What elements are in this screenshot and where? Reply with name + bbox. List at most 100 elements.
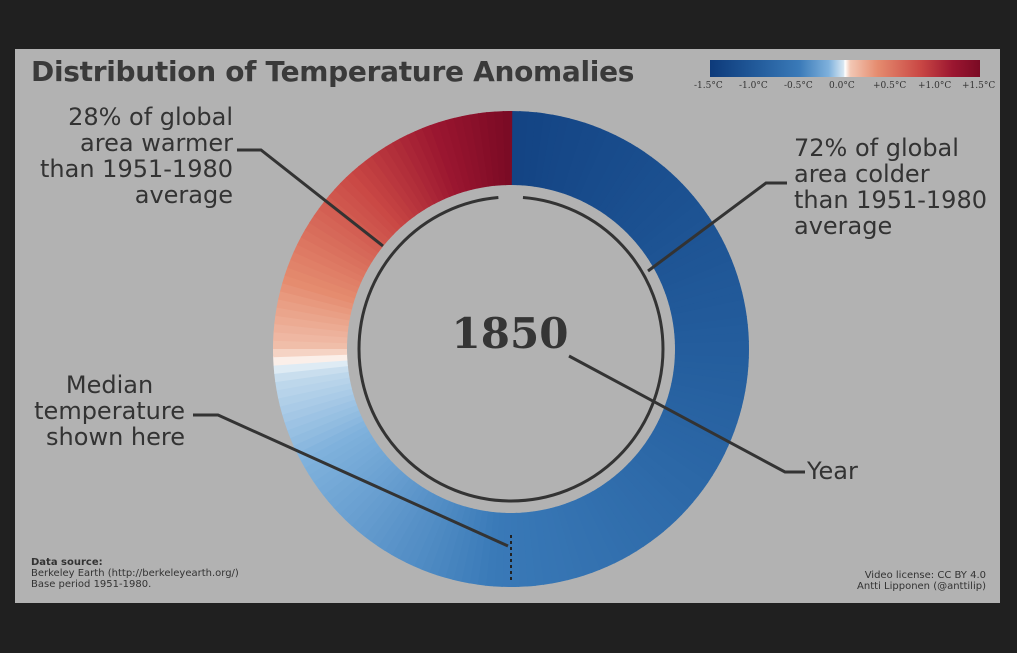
ring-segment [509, 512, 520, 587]
ring-segment [674, 360, 749, 376]
ring-segment [632, 189, 695, 245]
ring-segment [273, 353, 348, 366]
ring-segment [290, 251, 362, 288]
ring-segment [277, 382, 352, 407]
ring-segment [453, 115, 478, 190]
ring-segment [587, 138, 632, 208]
ring-segment [655, 420, 725, 462]
legend-tick-label: -0.5°C [784, 81, 813, 91]
ring-segment [672, 307, 747, 328]
ring-segment [392, 138, 435, 207]
ring-segment [429, 122, 462, 195]
ring-segment [628, 183, 689, 240]
ring-segment [477, 112, 495, 187]
ring-segment [273, 347, 348, 358]
annotation-line: 28% of global [68, 103, 233, 131]
ring-segment [276, 298, 351, 321]
ring-segment [587, 491, 630, 560]
ring-segment [640, 202, 705, 254]
ring-segment [289, 409, 362, 446]
ring-segment [358, 160, 411, 224]
ring-segment [461, 114, 484, 189]
ring-segment [673, 366, 748, 384]
ring-segment [666, 275, 741, 305]
source-line: Berkeley Earth (http://berkeleyearth.org… [31, 568, 239, 579]
ring-segment [652, 425, 722, 470]
ring-segment [639, 445, 704, 497]
ring-segment [421, 124, 456, 197]
annotation-line: average [134, 181, 233, 209]
ring-segment [571, 498, 608, 571]
ring-segment [304, 430, 372, 476]
ring-segment [673, 315, 748, 333]
ring-segment [279, 387, 354, 415]
ring-segment [674, 332, 749, 345]
ring-segment [300, 425, 369, 468]
ring-segment [460, 509, 483, 584]
ring-segment [363, 477, 415, 542]
ring-segment [313, 208, 379, 258]
ring-segment [636, 196, 700, 249]
ring-segment [601, 481, 651, 548]
source-line: Base period 1951-1980. [31, 579, 152, 590]
ring-segment [653, 230, 722, 273]
ring-segment [452, 507, 477, 582]
ring-segment [577, 131, 617, 202]
annotation-line: than 1951-1980 [794, 186, 987, 214]
annotation-line: temperature [34, 397, 185, 425]
ring-segment [494, 111, 507, 186]
ring-segment [293, 414, 364, 454]
ring-segment [671, 377, 746, 400]
ring-segment [615, 470, 671, 533]
ring-segment [273, 322, 348, 338]
colder-annotation: 72% of global area colder than 1951-1980… [794, 135, 987, 239]
ring-segment [646, 435, 713, 484]
ring-segment [593, 142, 639, 211]
ring-segment [555, 504, 585, 579]
ring-segment [286, 404, 359, 439]
license-line: Video license: CC BY 4.0 [864, 570, 986, 581]
ring-segment [643, 209, 710, 259]
ring-segment [445, 117, 473, 192]
ring-segment [522, 111, 538, 186]
legend-tick-label: +0.5°C [873, 81, 907, 91]
ring-segment [597, 484, 645, 552]
ring-segment [582, 493, 623, 564]
year-annotation: Year [807, 457, 858, 485]
chart-panel: Distribution of Temperature Anomalies -1… [15, 49, 1000, 603]
ring-segment [616, 166, 672, 228]
ring-segment [274, 314, 349, 332]
ring-segment [624, 177, 684, 236]
color-scale-ticks: -1.5°C -1.0°C -0.5°C 0.0°C +0.5°C +1.0°C… [690, 81, 1000, 95]
ring-segment [662, 405, 735, 440]
colder-leader-line [647, 181, 787, 273]
ring-segment [351, 165, 407, 228]
ring-segment [664, 399, 738, 432]
ring-segment [597, 147, 646, 214]
ring-segment [611, 474, 664, 538]
ring-segment [376, 484, 425, 551]
ring-segment [544, 508, 569, 583]
color-scale-legend: -1.5°C -1.0°C -0.5°C 0.0°C +0.5°C +1.0°C… [690, 60, 1000, 100]
ring-segment [399, 134, 440, 205]
ring-segment [276, 376, 351, 399]
ring-segment [317, 444, 382, 496]
ring-segment [668, 388, 742, 416]
ring-segment [406, 131, 446, 202]
ring-segment [567, 125, 602, 198]
ring-segment [297, 236, 367, 278]
ring-segment [281, 393, 356, 423]
ring-segment [334, 182, 394, 240]
annotation-line: than 1951-1980 [40, 155, 233, 183]
ring-segment [384, 142, 430, 210]
year-label: 1850 [451, 309, 569, 358]
ring-segment [280, 282, 354, 310]
ring-segment [538, 509, 561, 584]
ring-segment [545, 116, 570, 191]
ring-segment [484, 512, 500, 587]
ring-segment [275, 370, 350, 391]
ring-segment [469, 113, 490, 188]
ring-segment [527, 511, 545, 586]
anomaly-ring-chart [193, 111, 805, 587]
ring-segment [293, 243, 364, 283]
